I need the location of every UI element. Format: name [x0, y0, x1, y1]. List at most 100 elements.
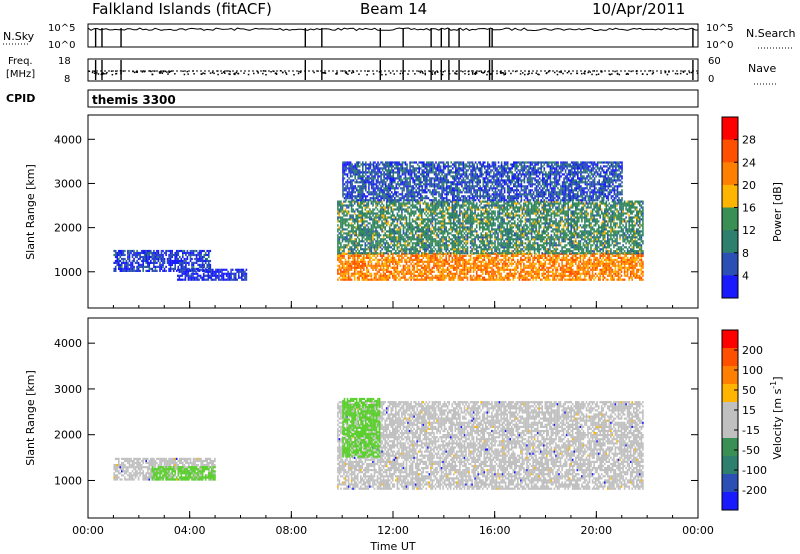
heatmap-cell	[353, 200, 356, 203]
heatmap-cell	[454, 228, 457, 231]
heatmap-cell	[430, 208, 432, 211]
heatmap-cell	[613, 264, 615, 267]
heatmap-cell	[346, 244, 348, 247]
heatmap-cell	[133, 265, 135, 268]
heatmap-cell	[151, 257, 154, 261]
heatmap-cell	[410, 208, 412, 211]
heatmap-cell	[388, 272, 391, 275]
noise-right-tick-bottom: 10^0	[706, 40, 733, 51]
heatmap-cell	[514, 266, 516, 269]
heatmap-cell	[600, 272, 603, 275]
heatmap-cell	[360, 216, 362, 219]
heatmap-cell	[503, 260, 505, 263]
heatmap-cell	[382, 254, 385, 257]
heatmap-cell	[546, 270, 548, 273]
heatmap-cell	[393, 216, 396, 219]
heatmap-cell	[478, 252, 481, 255]
heatmap-cell	[460, 206, 463, 209]
heatmap-cell	[360, 210, 362, 213]
heatmap-cell	[343, 220, 345, 223]
heatmap-cell	[546, 274, 548, 277]
heatmap-cell	[355, 254, 357, 257]
freq-dot	[547, 70, 550, 73]
heatmap-cell	[454, 214, 457, 217]
heatmap-cell	[506, 262, 508, 265]
heatmap-cell	[451, 278, 454, 281]
heatmap-cell	[436, 212, 438, 215]
heatmap-cell	[202, 268, 205, 271]
heatmap-cell	[532, 270, 534, 273]
heatmap-cell	[341, 202, 344, 205]
heatmap-cell	[194, 257, 196, 261]
heatmap-cell	[431, 236, 434, 239]
heatmap-cell	[192, 251, 195, 255]
heatmap-cell	[440, 210, 443, 213]
heatmap-cell	[133, 269, 135, 272]
heatmap-cell	[504, 262, 507, 265]
heatmap-cell	[434, 274, 437, 277]
heatmap-cell	[529, 258, 531, 261]
heatmap-cell	[241, 278, 243, 281]
heatmap-cell	[165, 265, 167, 268]
heatmap-cell	[454, 240, 457, 243]
heatmap-cell	[182, 265, 184, 268]
heatmap-cell	[425, 250, 428, 253]
heatmap-cell	[639, 252, 641, 255]
heatmap-cell	[469, 276, 472, 279]
heatmap-cell	[419, 264, 421, 267]
heatmap-cell	[428, 208, 431, 211]
heatmap-cell	[201, 259, 204, 263]
heatmap-cell	[366, 238, 368, 241]
heatmap-cell	[448, 238, 450, 241]
heatmap-cell	[585, 272, 588, 275]
heatmap-cell	[404, 242, 406, 245]
heatmap-cell	[370, 278, 373, 281]
heatmap-cell	[590, 260, 592, 263]
heatmap-cell	[575, 262, 577, 265]
heatmap-cell	[398, 256, 400, 259]
heatmap-cell	[584, 274, 586, 277]
heatmap-cell	[564, 258, 566, 261]
heatmap-cell	[419, 202, 421, 205]
heatmap-cell	[352, 260, 354, 263]
heatmap-cell	[509, 268, 511, 271]
heatmap-cell	[398, 226, 400, 229]
heatmap-cell	[390, 224, 393, 227]
heatmap-cell	[471, 226, 473, 229]
heatmap-cell	[642, 274, 644, 277]
heatmap-cell	[500, 266, 502, 269]
heatmap-cell	[466, 268, 469, 271]
heatmap-cell	[416, 270, 418, 273]
heatmap-cell	[356, 228, 359, 231]
heatmap-cell	[417, 250, 420, 253]
heatmap-cell	[341, 246, 344, 249]
heatmap-cell	[160, 257, 163, 261]
heatmap-cell	[201, 265, 204, 268]
heatmap-cell	[356, 262, 359, 265]
heatmap-cell	[353, 242, 356, 245]
heatmap-cell	[404, 264, 406, 267]
heatmap-cell	[533, 276, 536, 279]
heatmap-cell	[145, 253, 147, 257]
freq-dot	[233, 73, 235, 75]
heatmap-cell	[524, 272, 527, 275]
heatmap-cell	[518, 272, 521, 275]
heatmap-cell	[175, 253, 178, 257]
heatmap-cell	[148, 267, 151, 270]
heatmap-cell	[469, 224, 472, 227]
heatmap-cell	[440, 270, 443, 273]
heatmap-cell	[558, 262, 560, 265]
heatmap-cell	[456, 214, 458, 217]
heatmap-cell	[375, 202, 377, 205]
heatmap-cell	[130, 267, 132, 270]
heatmap-cell	[419, 218, 421, 221]
heatmap-cell	[582, 278, 585, 281]
heatmap-cell	[433, 212, 435, 215]
heatmap-cell	[363, 230, 365, 233]
heatmap-cell	[346, 214, 348, 217]
heatmap-cell	[411, 232, 414, 235]
heatmap-cell	[346, 260, 348, 263]
heatmap-cell	[623, 260, 626, 263]
heatmap-cell	[469, 218, 472, 221]
heatmap-cell	[341, 262, 344, 265]
